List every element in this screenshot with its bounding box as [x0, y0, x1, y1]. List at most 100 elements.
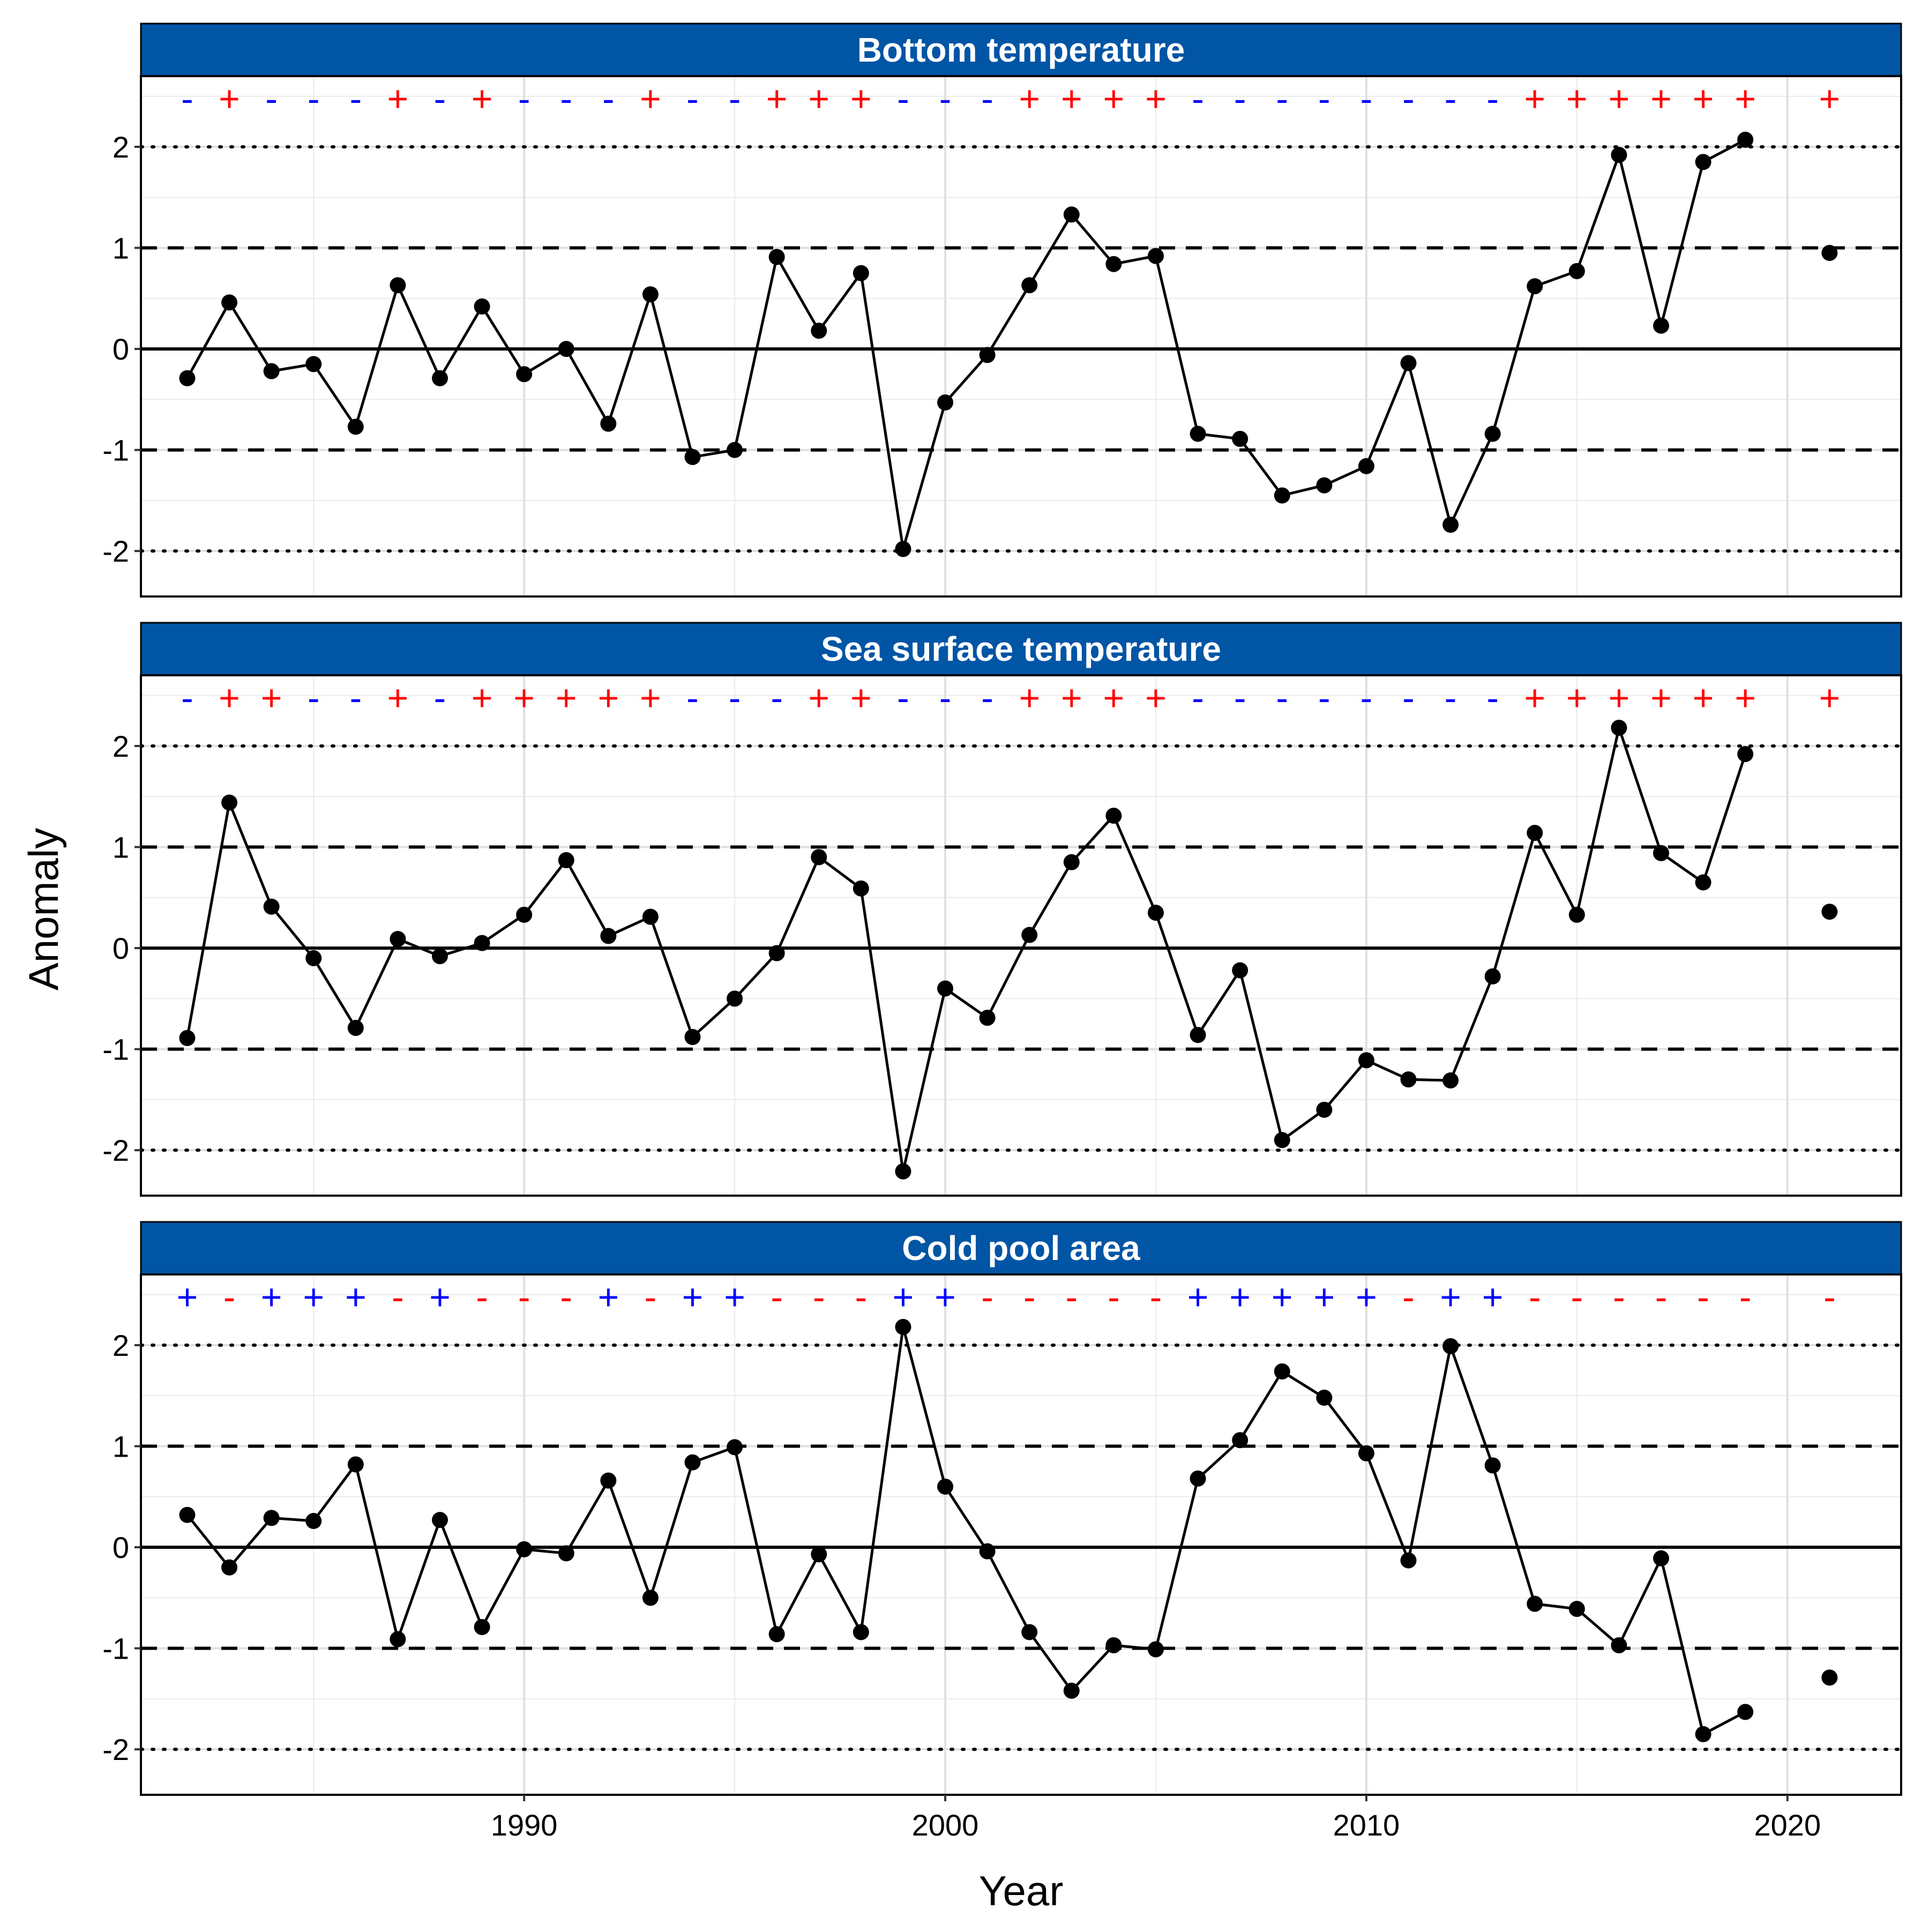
panel-background	[141, 675, 1901, 1196]
data-point	[558, 1545, 574, 1562]
sign-marker: -	[686, 677, 699, 718]
panel-strip	[140, 1221, 1902, 1275]
sign-marker: -	[434, 677, 446, 718]
x-axis-title: Year	[979, 1867, 1064, 1914]
data-point	[1442, 517, 1459, 533]
data-point	[474, 298, 490, 315]
data-point	[937, 980, 954, 997]
data-point	[811, 323, 827, 339]
sign-marker: -	[897, 677, 909, 718]
sign-marker: +	[1819, 677, 1841, 718]
sign-marker: +	[1061, 677, 1082, 718]
data-point	[516, 366, 533, 383]
data-point	[727, 990, 743, 1007]
data-point	[1232, 1432, 1248, 1449]
sign-marker: +	[1693, 78, 1714, 119]
data-point	[1147, 1641, 1164, 1658]
sign-marker: -	[560, 1277, 572, 1317]
sign-marker: +	[808, 677, 829, 718]
x-tick-label: 1990	[491, 1808, 558, 1842]
data-point	[979, 1010, 996, 1026]
data-point	[1358, 1445, 1374, 1461]
sign-marker: -	[1023, 1277, 1036, 1317]
x-tick-label: 2010	[1333, 1808, 1400, 1842]
data-point	[1653, 845, 1670, 861]
sign-marker: +	[472, 78, 493, 119]
data-point	[895, 1319, 911, 1336]
data-point	[1611, 720, 1627, 736]
data-point	[347, 1456, 364, 1473]
data-point	[1190, 1027, 1206, 1043]
sign-marker: -	[308, 677, 320, 718]
sign-marker: -	[181, 677, 193, 718]
data-point	[1190, 426, 1206, 442]
sign-marker: -	[434, 78, 446, 119]
data-point	[895, 541, 911, 557]
sign-marker: +	[1650, 78, 1672, 119]
sign-marker: +	[1650, 677, 1672, 718]
data-point	[1568, 263, 1585, 279]
panel-border	[140, 674, 1902, 1197]
data-point	[347, 419, 364, 435]
data-point	[1232, 962, 1248, 979]
data-point	[431, 1512, 448, 1528]
data-point	[1695, 154, 1711, 170]
sign-marker: -	[1360, 78, 1373, 119]
data-point	[811, 1546, 827, 1563]
y-tick-label: 2	[113, 1329, 129, 1362]
data-point	[727, 1439, 743, 1456]
data-point	[600, 415, 617, 432]
sign-marker: -	[1234, 78, 1246, 119]
data-point	[684, 1454, 701, 1471]
sign-marker: -	[897, 78, 909, 119]
sign-marker: +	[1272, 1277, 1293, 1317]
panel-border	[140, 75, 1902, 598]
sign-marker: -	[223, 1277, 236, 1317]
data-point	[1442, 1072, 1459, 1089]
data-point	[1527, 278, 1543, 295]
data-point	[1821, 1669, 1838, 1686]
y-tick-label: -1	[102, 1632, 129, 1666]
data-point	[1484, 426, 1501, 442]
panel-title: Bottom temperature	[857, 31, 1185, 69]
data-point	[768, 1626, 785, 1643]
data-point	[1105, 1637, 1122, 1653]
sign-marker: +	[640, 677, 661, 718]
sign-marker: +	[1482, 1277, 1504, 1317]
data-point	[516, 906, 533, 923]
sign-marker: -	[1486, 677, 1499, 718]
sign-marker: +	[219, 677, 240, 718]
data-point	[221, 294, 238, 311]
sign-marker: -	[1234, 677, 1246, 718]
data-point	[600, 928, 617, 944]
data-point	[642, 286, 659, 303]
data-point	[1400, 355, 1417, 371]
sign-marker: +	[682, 1277, 704, 1317]
sign-marker: -	[981, 677, 993, 718]
data-point	[263, 1510, 280, 1526]
sign-marker: -	[771, 677, 783, 718]
sign-marker: -	[813, 1277, 825, 1317]
sign-marker: +	[1734, 78, 1756, 119]
sign-marker: +	[387, 78, 409, 119]
panel-background	[141, 76, 1901, 596]
panel-strip	[140, 622, 1902, 676]
data-point	[1274, 1132, 1290, 1148]
sign-marker: -	[1318, 677, 1330, 718]
data-point	[1484, 968, 1501, 984]
data-point	[1063, 1682, 1080, 1699]
data-point	[1527, 825, 1543, 841]
sign-marker: -	[1276, 677, 1288, 718]
sign-marker: +	[1524, 78, 1545, 119]
sign-marker: -	[349, 677, 362, 718]
data-point	[642, 1590, 659, 1606]
data-point	[1611, 1637, 1627, 1653]
sign-marker: -	[518, 1277, 530, 1317]
data-point	[431, 948, 448, 965]
data-point	[1316, 1390, 1333, 1406]
sign-marker: +	[513, 677, 535, 718]
data-point	[221, 1559, 238, 1576]
sign-marker: +	[1524, 677, 1545, 718]
